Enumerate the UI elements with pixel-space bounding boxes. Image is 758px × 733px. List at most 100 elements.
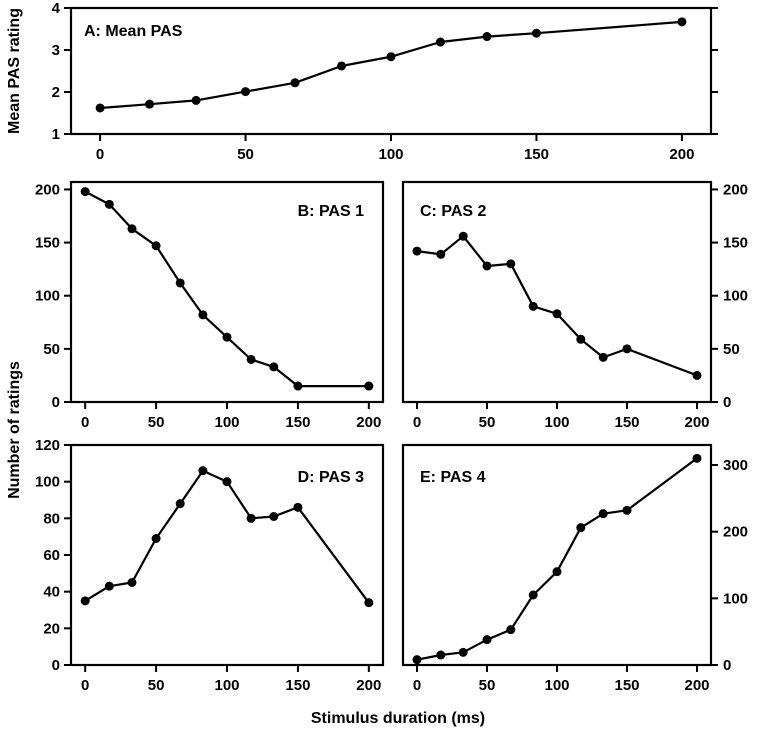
panel-e-x-tick-label: 200 <box>684 677 709 694</box>
panel-d-data-point <box>151 534 161 543</box>
panel-b-series-line <box>84 190 369 388</box>
panel-a-y-tick-label: 1 <box>52 126 60 143</box>
panel-b: 0 50 100 150 200 0 50 100 150 200 B: PAS 1 <box>35 180 385 431</box>
panel-b-data-point <box>104 199 114 209</box>
panel-b-x-tick-label: 50 <box>148 414 165 431</box>
panel-c-y-tick-label: 0 <box>723 394 731 411</box>
panel-e-y-tick-label: 100 <box>723 590 748 607</box>
panel-d-data-point <box>198 466 208 476</box>
panel-e-x-tick-label: 100 <box>544 677 569 694</box>
panel-b-y-tick-label: 150 <box>35 235 60 252</box>
shared-y-axis-title: Number of ratings <box>6 361 23 499</box>
panel-e-data-point <box>482 635 492 645</box>
shared-x-axis-title: Stimulus duration (ms) <box>311 710 485 727</box>
panel-a-series-line <box>100 20 682 110</box>
panel-c-x-tick-label: 200 <box>684 414 709 431</box>
panel-c-data-point <box>692 370 702 380</box>
panel-d-data-point <box>246 513 256 523</box>
panel-d-y-tick-label: 120 <box>35 437 60 454</box>
panel-b-x-tick-label: 0 <box>81 414 89 431</box>
panel-b-x-tick-label: 200 <box>356 414 381 431</box>
panel-c-data-point <box>412 246 422 256</box>
panel-b-data-point <box>198 310 208 320</box>
panel-b-y-tick-label: 200 <box>35 181 60 198</box>
panel-c-x-tick-label: 50 <box>479 414 496 431</box>
panel-d-y-tick-label: 80 <box>43 510 60 527</box>
panel-a-x-tick-label: 200 <box>669 146 694 163</box>
panel-e-data-point <box>528 590 538 600</box>
panel-a-data-point <box>435 37 445 47</box>
panel-b-y-tick-label: 0 <box>52 394 60 411</box>
panel-a-data-point <box>290 78 300 88</box>
panel-b-data-point <box>175 278 185 288</box>
panel-a-x-tick-label: 0 <box>96 146 104 163</box>
panel-d-x-tick-label: 0 <box>81 677 89 694</box>
panel-d-title: D: PAS 3 <box>298 469 364 486</box>
panel-e-data-point <box>436 650 446 660</box>
panel-c-data-point <box>598 352 608 362</box>
panel-b-data-point <box>80 187 90 197</box>
panel-e-y-tick-label: 200 <box>723 524 748 541</box>
panel-a-x-tick-label: 50 <box>237 146 254 163</box>
panel-c-title: C: PAS 2 <box>420 203 486 220</box>
panel-c-x-tick-label: 100 <box>544 414 569 431</box>
panel-c-x-tick-label: 0 <box>413 414 421 431</box>
panel-a-data-point <box>241 87 251 97</box>
panel-b-data-point <box>269 362 279 372</box>
panel-d-data-point <box>104 581 114 591</box>
panel-c-data-point <box>622 344 632 354</box>
panel-b-data-point <box>127 224 137 234</box>
panel-d-y-tick-label: 40 <box>43 584 60 601</box>
panel-a-title: A: Mean PAS <box>84 23 183 40</box>
panel-d-data-point <box>127 578 137 587</box>
panel-a-y-tick-label: 4 <box>52 0 61 17</box>
panel-d-x-tick-label: 200 <box>356 677 381 694</box>
panel-a-x-tick-label: 150 <box>524 146 549 163</box>
panel-c-data-point <box>436 249 446 259</box>
panel-c-data-point <box>506 259 516 269</box>
panel-b-data-point <box>151 241 161 251</box>
panel-b-y-tick-label: 50 <box>43 341 60 358</box>
panel-e-y-tick-label: 300 <box>723 457 748 474</box>
panel-a-y-axis-title: Mean PAS rating <box>6 8 23 134</box>
panel-d-y-tick-label: 20 <box>43 620 60 637</box>
panel-e-data-point <box>598 509 608 519</box>
panel-d-y-tick-label: 60 <box>43 547 60 564</box>
panel-c-x-tick-label: 150 <box>614 414 639 431</box>
panel-b-data-point <box>364 381 374 391</box>
panel-e-x-tick-label: 150 <box>614 677 639 694</box>
panel-e-data-point <box>458 647 468 657</box>
panel-e-x-tick-label: 0 <box>413 677 421 694</box>
panel-d-x-tick-label: 50 <box>148 677 165 694</box>
panel-e: 0 50 100 150 200 0 100 200 300 E: PAS 4 <box>401 443 748 694</box>
panel-d-y-tick-label: 100 <box>35 474 60 491</box>
panel-c-y-tick-label: 200 <box>723 181 748 198</box>
panel-a-data-point <box>677 17 687 27</box>
panel-a-data-point <box>531 28 541 38</box>
panel-c-data-point <box>528 301 538 311</box>
panel-b-y-tick-label: 100 <box>35 288 60 305</box>
panel-e-x-tick-label: 50 <box>479 677 496 694</box>
panel-d-x-tick-label: 100 <box>214 677 239 694</box>
panel-e-data-point <box>576 523 586 533</box>
panel-d-data-point <box>293 502 303 512</box>
panel-d-data-point <box>269 512 279 521</box>
panel-a-data-point <box>337 61 347 71</box>
panel-a-data-point <box>95 103 105 113</box>
panel-c-data-point <box>482 261 492 271</box>
panel-a-y-tick-label: 2 <box>52 84 60 101</box>
panel-d-data-point <box>175 499 185 509</box>
panel-c-data-point <box>552 309 562 319</box>
panel-d: 0 50 100 150 200 0 20 40 60 80 100 120 D: PAS 3 <box>35 437 385 694</box>
panel-e-series-line <box>416 457 698 661</box>
panel-d-y-tick-label: 0 <box>52 657 60 674</box>
panel-e-data-point <box>692 453 702 463</box>
panel-a: 0 50 100 150 200 1 2 3 4 A: Mean PAS Mean PAS rati… <box>6 0 718 163</box>
panel-c-data-point <box>458 231 468 241</box>
panel-d-data-point <box>222 477 232 487</box>
panel-c-series-line <box>416 235 698 377</box>
panel-c: 0 50 100 150 200 0 50 100 150 200 C: PAS 2 <box>401 180 748 431</box>
panel-c-y-tick-label: 50 <box>723 341 740 358</box>
panel-c-y-tick-label: 150 <box>723 235 748 252</box>
